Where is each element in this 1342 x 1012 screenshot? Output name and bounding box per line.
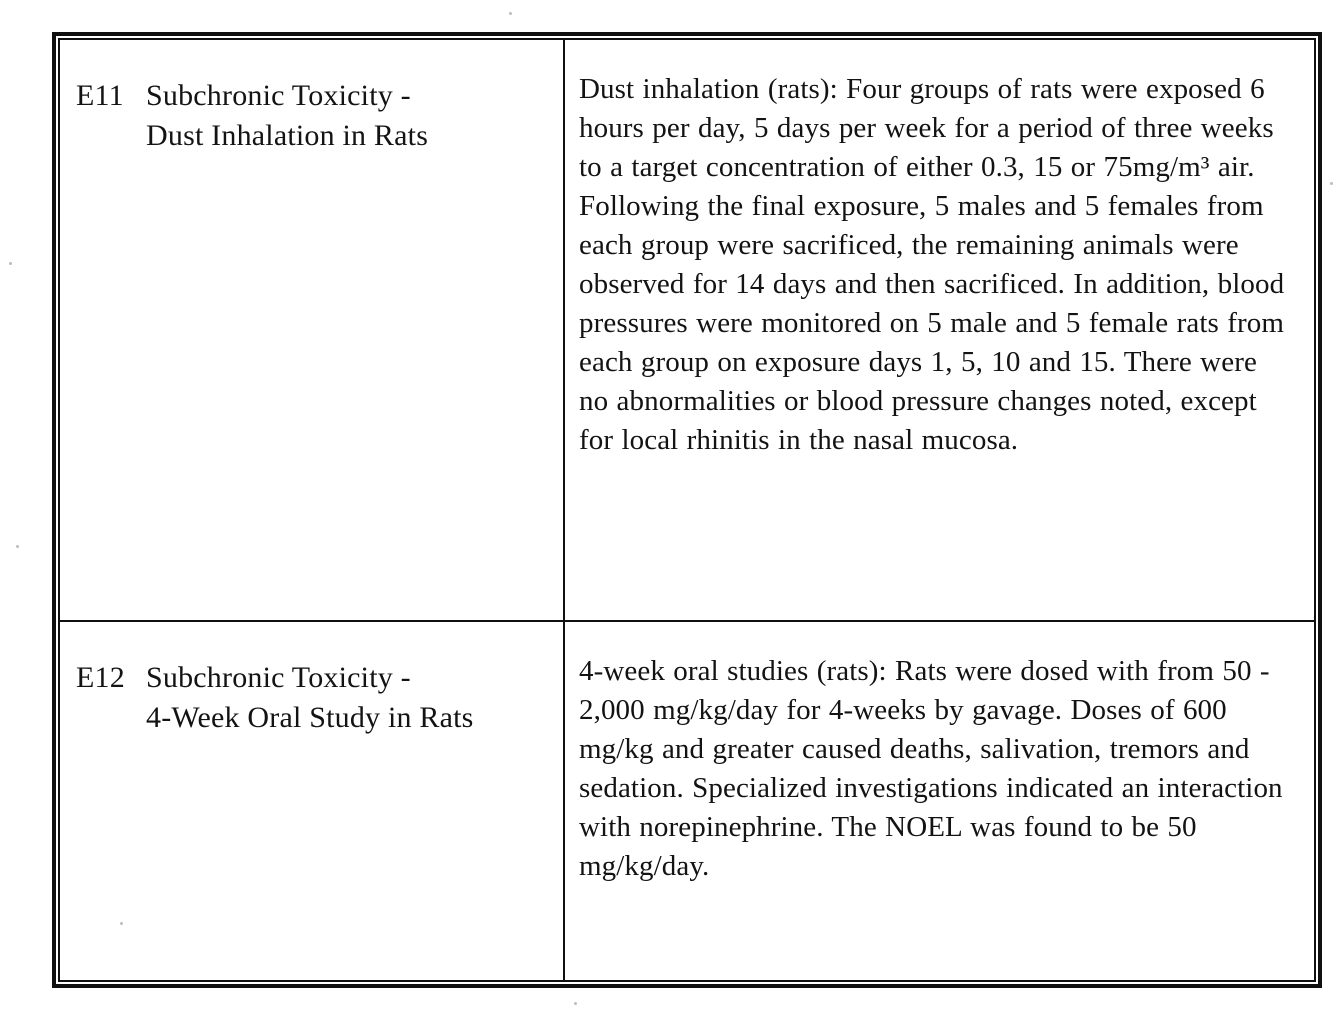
study-heading: E12 Subchronic Toxicity - 4-Week Oral St… <box>76 658 555 738</box>
study-summary-table: E11 Subchronic Toxicity - Dust Inhalatio… <box>52 32 1322 988</box>
study-heading: E11 Subchronic Toxicity - Dust Inhalatio… <box>76 76 555 156</box>
study-title: Subchronic Toxicity - Dust Inhalation in… <box>146 76 428 156</box>
study-title-line: Subchronic Toxicity - <box>146 79 411 112</box>
table-row-e12-description-cell: 4-week oral studies (rats): Rats were do… <box>565 622 1314 980</box>
scan-speck <box>509 12 512 15</box>
table-row-e11-description-cell: Dust inhalation (rats): Four groups of r… <box>565 40 1314 622</box>
study-title-line: Dust Inhalation in Rats <box>146 119 429 152</box>
table-row-e11-title-cell: E11 Subchronic Toxicity - Dust Inhalatio… <box>60 40 565 622</box>
study-title-line: 4-Week Oral Study in Rats <box>146 701 474 734</box>
scan-speck <box>1330 182 1333 185</box>
scan-speck <box>16 545 19 548</box>
study-description: 4-week oral studies (rats): Rats were do… <box>579 655 1283 882</box>
study-description: Dust inhalation (rats): Four groups of r… <box>579 73 1285 456</box>
study-summary-table-grid: E11 Subchronic Toxicity - Dust Inhalatio… <box>58 38 1316 982</box>
scan-speck <box>120 922 123 925</box>
study-title: Subchronic Toxicity - 4-Week Oral Study … <box>146 658 474 738</box>
scan-speck <box>574 1002 577 1005</box>
study-code: E11 <box>76 79 124 112</box>
study-title-line: Subchronic Toxicity - <box>146 661 411 694</box>
study-code: E12 <box>76 661 125 694</box>
scan-speck <box>9 262 12 265</box>
table-row-e12-title-cell: E12 Subchronic Toxicity - 4-Week Oral St… <box>60 622 565 980</box>
